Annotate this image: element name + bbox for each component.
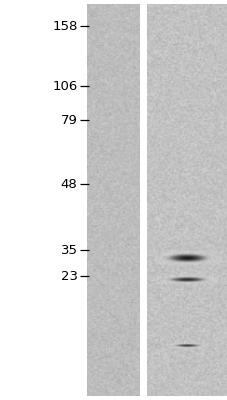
Text: 23: 23 [60,270,77,282]
Text: 48: 48 [61,178,77,190]
Text: 79: 79 [60,114,77,126]
Text: 35: 35 [60,244,77,256]
Text: 106: 106 [52,80,77,92]
Bar [140,4,146,396]
Text: 158: 158 [52,20,77,32]
